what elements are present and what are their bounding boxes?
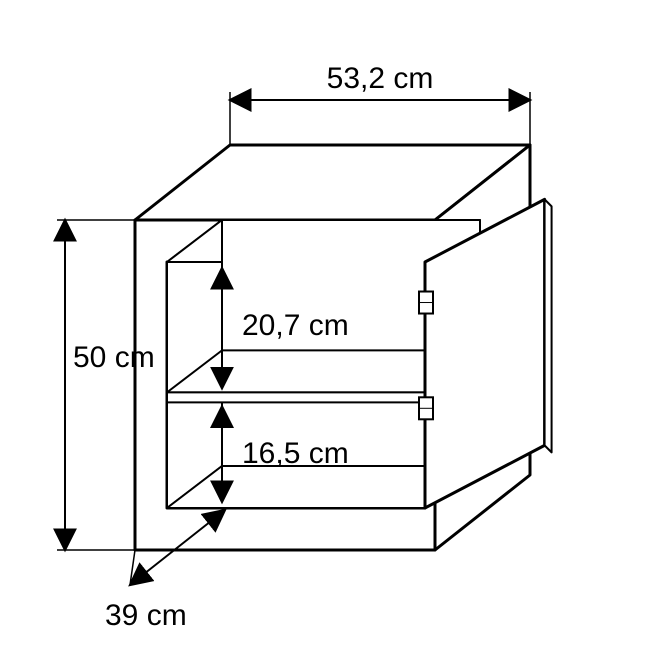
- dimension-label: 20,7 cm: [242, 309, 349, 342]
- extension-line: [130, 550, 135, 585]
- dimension-label: 50 cm: [73, 341, 155, 374]
- shelf-front-edge: [167, 392, 425, 402]
- dimension-label: 16,5 cm: [242, 437, 349, 470]
- dimension-label: 53,2 cm: [327, 62, 434, 95]
- door-edge: [545, 199, 552, 452]
- dimension-label: 39 cm: [105, 599, 187, 632]
